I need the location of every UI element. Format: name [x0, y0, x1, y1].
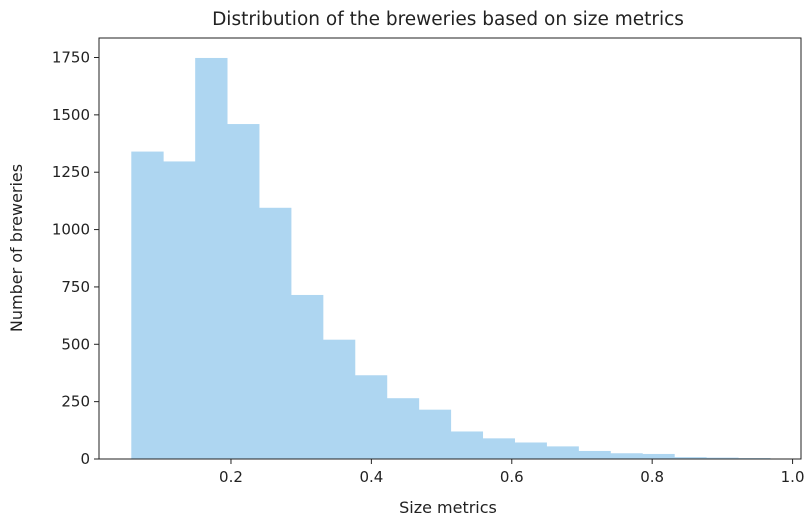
y-tick-label: 1500: [52, 106, 90, 124]
x-tick-label: 1.0: [781, 468, 805, 486]
histogram-bar-9: [386, 398, 420, 459]
y-tick-label: 1750: [52, 49, 90, 67]
histogram-bar-1: [131, 151, 164, 459]
histogram-bar-18: [674, 457, 707, 459]
histogram-bar-6: [291, 294, 324, 459]
histogram-bar-2: [163, 161, 196, 459]
histogram-bar-10: [418, 409, 452, 459]
y-tick-label: 1000: [52, 221, 90, 239]
chart-title: Distribution of the breweries based on s…: [212, 9, 684, 30]
histogram-bar-16: [610, 453, 643, 459]
axes-layer: 0.2 0.4 0.6 0.8 1.0 0 250 500 750 1000 1250 1500 175…: [52, 37, 805, 486]
x-tick-label: 0.2: [219, 468, 243, 486]
histogram-bar-3: [195, 57, 228, 460]
histogram-bar-4: [227, 124, 260, 459]
histogram-bar-17: [642, 453, 675, 459]
y-tick-label: 500: [61, 335, 90, 353]
x-axis-label: Size metrics: [399, 498, 497, 517]
y-axis-label: Number of breweries: [7, 164, 26, 332]
y-tick-label: 0: [80, 450, 90, 468]
y-tick-label: 250: [61, 393, 90, 411]
histogram-bar-13: [514, 442, 547, 459]
plot-frame: [98, 37, 802, 460]
y-tick-label: 750: [61, 278, 90, 296]
histogram-bar-12: [482, 438, 515, 459]
histogram-bar-15: [578, 450, 611, 459]
histogram-bar-19: [706, 457, 739, 459]
bars-layer: [131, 57, 771, 460]
histogram-bar-5: [259, 207, 292, 459]
x-tick-label: 0.6: [500, 468, 524, 486]
histogram-bar-11: [450, 431, 484, 459]
histogram-bar-8: [354, 375, 388, 459]
histogram-bar-14: [546, 446, 579, 459]
x-tick-label: 0.4: [359, 468, 383, 486]
histogram-bar-7: [322, 339, 356, 459]
y-tick-label: 1250: [52, 163, 90, 181]
x-tick-label: 0.8: [640, 468, 664, 486]
